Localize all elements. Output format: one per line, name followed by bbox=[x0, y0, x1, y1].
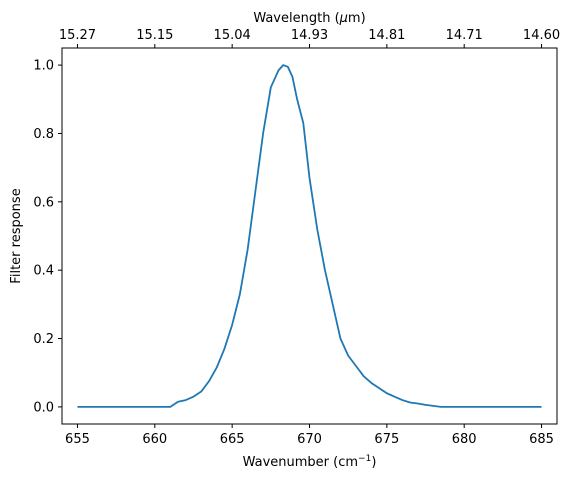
series-line bbox=[77, 64, 542, 408]
x-tick-label: 660 bbox=[142, 432, 167, 447]
y-axis-label: Filter response bbox=[9, 188, 24, 283]
top-x-tick-label: 15.04 bbox=[214, 28, 251, 43]
x-tick-label: 655 bbox=[65, 432, 90, 447]
top-x-tick-label: 14.71 bbox=[446, 28, 483, 43]
top-x-axis-label-unit: m) bbox=[348, 11, 366, 26]
y-tick-label: 0.6 bbox=[33, 195, 54, 210]
x-tick-label: 680 bbox=[452, 432, 477, 447]
top-x-tick-label: 14.93 bbox=[291, 28, 328, 43]
x-tick-label: 665 bbox=[220, 432, 245, 447]
x-axis-label: Wavenumber (cm−1) bbox=[243, 454, 377, 470]
top-x-tick-label: 14.60 bbox=[523, 28, 560, 43]
x-axis-label-close: ) bbox=[371, 455, 376, 470]
x-axis-label-main: Wavenumber (cm bbox=[243, 455, 358, 470]
top-x-ticks: 15.27 15.15 15.04 14.93 14.81 14.71 14.60 bbox=[59, 28, 560, 48]
x-axis-label-superscript: −1 bbox=[358, 454, 371, 464]
y-tick-label: 0.0 bbox=[33, 400, 54, 415]
x-tick-label: 685 bbox=[529, 432, 554, 447]
top-x-axis-label-main: Wavelength ( bbox=[253, 11, 339, 26]
x-tick-label: 675 bbox=[374, 432, 399, 447]
y-tick-label: 0.2 bbox=[33, 332, 54, 347]
top-x-axis-label: Wavelength (μm) bbox=[253, 11, 365, 26]
plot-area bbox=[61, 47, 558, 425]
y-tick-label: 1.0 bbox=[33, 59, 54, 74]
y-tick-label: 0.8 bbox=[33, 127, 54, 142]
top-x-axis-label-mu: μ bbox=[339, 11, 348, 26]
y-tick-label: 0.4 bbox=[33, 264, 54, 279]
top-x-tick-label: 15.27 bbox=[59, 28, 96, 43]
top-x-tick-label: 14.81 bbox=[368, 28, 405, 43]
y-ticks: 0.0 0.2 0.4 0.6 0.8 1.0 bbox=[33, 59, 62, 415]
bottom-x-ticks: 655 660 665 670 675 680 685 bbox=[65, 424, 554, 447]
x-tick-label: 670 bbox=[297, 432, 322, 447]
top-x-tick-label: 15.15 bbox=[136, 28, 173, 43]
